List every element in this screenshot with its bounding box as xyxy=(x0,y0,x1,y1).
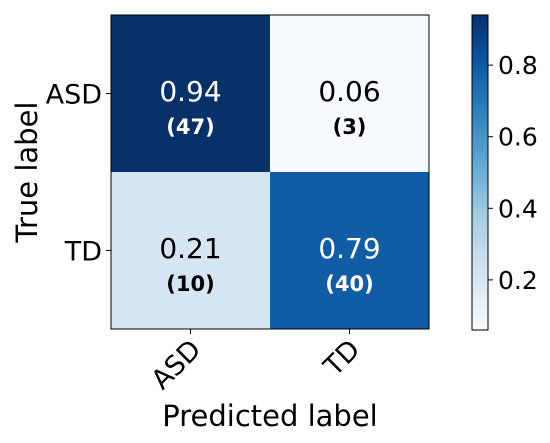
cell-value-label: 0.94 xyxy=(159,75,221,108)
y-axis-title: True label xyxy=(10,102,44,244)
cell-value-label: 0.06 xyxy=(318,75,380,108)
x-axis-title: Predicted label xyxy=(162,399,378,433)
colorbar: 0.2 0.4 0.6 0.8 xyxy=(471,14,538,331)
cell-count-label: (40) xyxy=(325,272,373,296)
cell-count-label: (3) xyxy=(333,115,367,139)
y-tick-label: TD xyxy=(64,237,102,268)
cell-count-label: (47) xyxy=(166,115,214,139)
colorbar-gradient xyxy=(471,14,489,331)
x-tick-label: TD xyxy=(317,334,366,383)
heatmap-cells xyxy=(111,15,429,329)
colorbar-tick-label: 0.4 xyxy=(498,194,538,223)
heatmap-cell-TD-TD xyxy=(270,172,429,329)
y-tick-label: ASD xyxy=(46,80,102,111)
colorbar-tick-label: 0.6 xyxy=(498,123,538,152)
cell-value-label: 0.21 xyxy=(159,232,221,265)
heatmap-cell-ASD-ASD xyxy=(111,15,270,172)
colorbar-tick-label: 0.8 xyxy=(498,51,538,80)
cell-count-label: (10) xyxy=(166,272,214,296)
x-tick-label: ASD xyxy=(146,334,208,396)
cell-value-label: 0.79 xyxy=(318,232,380,265)
colorbar-tick-label: 0.2 xyxy=(498,266,538,295)
heatmap-cell-ASD-TD xyxy=(270,15,429,172)
plot-frame xyxy=(110,14,430,330)
cell-annotations: 0.94 (47) 0.06 (3) 0.21 (10) 0.79 (40) xyxy=(159,75,380,296)
heatmap-cell-TD-ASD xyxy=(111,172,270,329)
